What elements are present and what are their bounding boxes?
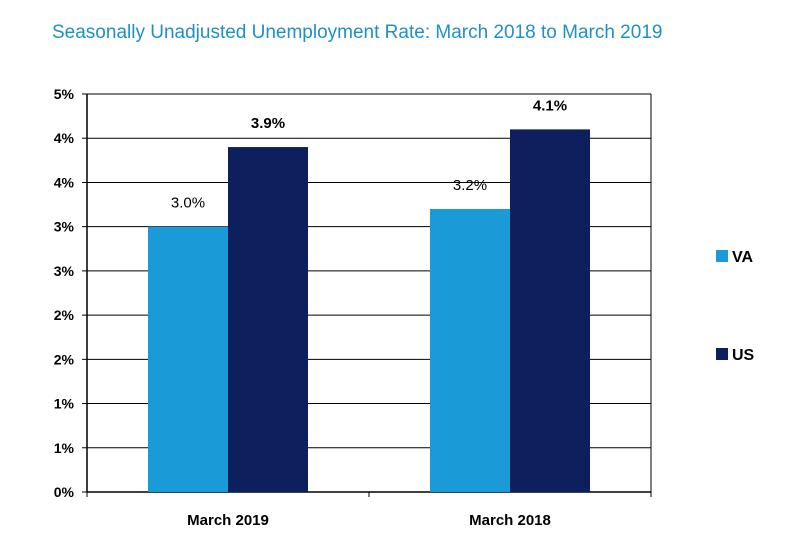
data-label: 4.1% [533, 97, 567, 114]
y-tick-label: 0% [54, 484, 75, 500]
legend-label-us: US [732, 347, 755, 364]
bar-us [510, 129, 590, 492]
y-tick-labels: 0% 1% 1% 2% 2% 3% 3% 4% 4% 5% [54, 86, 75, 500]
x-category-label: March 2019 [187, 512, 269, 529]
data-label: 3.0% [171, 195, 205, 212]
y-tick-label: 4% [54, 130, 75, 146]
y-tick-label: 4% [54, 174, 75, 190]
y-tick-label: 5% [54, 86, 75, 102]
chart-title: Seasonally Unadjusted Unemployment Rate:… [52, 22, 663, 43]
legend-swatch-us [716, 348, 728, 360]
bar-va [148, 226, 228, 492]
legend-label-va: VA [732, 249, 753, 266]
y-tick-label: 3% [54, 219, 75, 235]
x-category-label: March 2018 [469, 512, 551, 529]
data-labels: 3.0% 3.9% 3.2% 4.1% [171, 97, 567, 211]
data-label: 3.2% [453, 177, 487, 194]
y-tick-label: 2% [54, 307, 75, 323]
y-tick-label: 2% [54, 351, 75, 367]
bars [148, 129, 590, 493]
y-tick-label: 1% [54, 440, 75, 456]
legend: VA US [716, 249, 755, 364]
bar-us [228, 147, 308, 493]
bar-va [430, 208, 510, 492]
y-tick-label: 1% [54, 396, 75, 412]
data-label: 3.9% [251, 115, 285, 132]
legend-swatch-va [716, 250, 728, 262]
y-tick-label: 3% [54, 263, 75, 279]
x-category-labels: March 2019 March 2018 [187, 512, 551, 529]
